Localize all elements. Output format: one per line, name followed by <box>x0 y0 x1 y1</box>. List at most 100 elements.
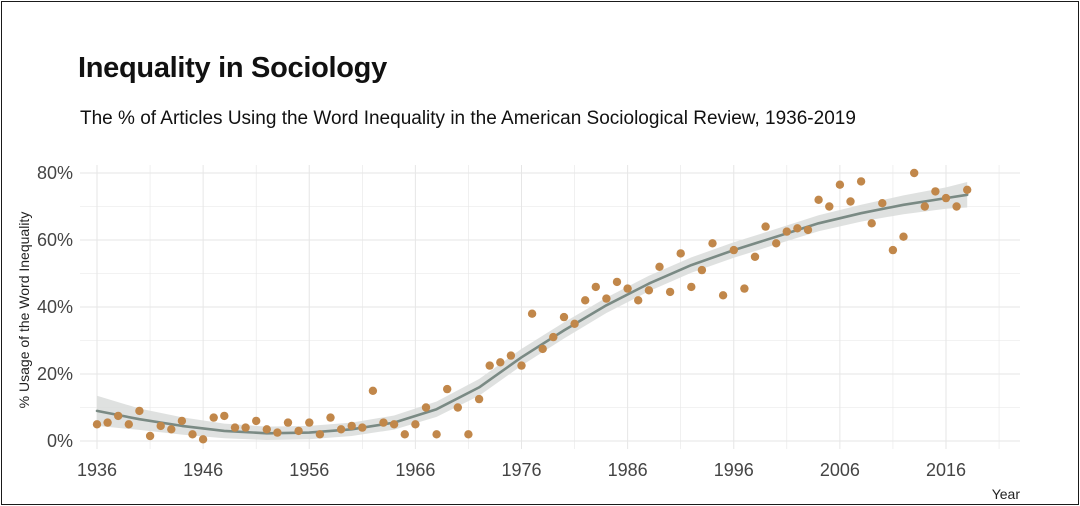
data-point <box>623 284 632 293</box>
data-point <box>135 406 144 416</box>
data-point <box>761 222 770 231</box>
data-point <box>708 239 717 248</box>
data-point <box>262 425 271 434</box>
data-point <box>538 344 547 354</box>
trend-line-path <box>95 193 969 435</box>
data-point <box>612 277 622 287</box>
data-point <box>358 423 367 432</box>
data-point <box>92 420 102 429</box>
x-tick-label: 1936 <box>77 460 117 480</box>
data-point <box>326 413 335 422</box>
data-point <box>443 384 452 394</box>
y-axis-label: % Usage of the Word Inequality <box>16 212 32 409</box>
data-point <box>803 225 813 235</box>
data-point <box>602 294 611 303</box>
x-axis-label: Year <box>992 486 1021 502</box>
data-point <box>453 403 462 412</box>
data-point <box>634 296 643 305</box>
data-point <box>177 416 187 426</box>
data-point <box>570 319 579 328</box>
x-tick-label: 2016 <box>926 460 966 480</box>
x-tick-label: 1996 <box>714 460 754 480</box>
data-point <box>124 420 133 429</box>
x-tick-label: 1966 <box>395 460 435 480</box>
data-point <box>400 430 409 439</box>
data-point <box>273 428 282 437</box>
data-point <box>220 411 229 421</box>
data-point <box>485 361 494 370</box>
data-point <box>952 202 961 211</box>
data-points <box>92 168 972 444</box>
axes: 0% 20% 40% 60% 80% 1936 1946 1956 1966 1976 1986 19… <box>37 163 966 480</box>
data-point <box>421 403 431 412</box>
data-point <box>888 245 898 255</box>
data-point <box>252 416 261 426</box>
data-point <box>103 418 112 427</box>
data-point <box>740 284 749 293</box>
data-point <box>793 224 802 233</box>
data-point <box>559 312 569 322</box>
data-point <box>411 420 420 429</box>
data-point <box>687 282 696 292</box>
data-point <box>464 430 473 439</box>
data-point <box>920 202 929 211</box>
data-point <box>644 286 654 295</box>
data-point <box>782 227 791 236</box>
x-tick-label: 2006 <box>820 460 860 480</box>
data-point <box>368 386 378 395</box>
y-tick-label: 0% <box>47 431 73 451</box>
data-point <box>941 193 951 203</box>
data-point <box>963 185 972 194</box>
data-point <box>878 199 887 208</box>
data-point <box>209 413 218 422</box>
data-point <box>581 296 590 305</box>
data-point <box>283 418 293 427</box>
data-point <box>718 291 728 300</box>
data-point <box>899 232 908 241</box>
y-tick-label: 40% <box>37 297 73 317</box>
data-point <box>856 177 866 186</box>
data-point <box>825 202 834 211</box>
data-point <box>167 425 176 434</box>
x-tick-label: 1976 <box>501 460 541 480</box>
data-point <box>230 423 240 432</box>
data-point <box>156 421 165 431</box>
data-point <box>772 239 781 248</box>
y-tick-label: 20% <box>37 364 73 384</box>
data-point <box>389 420 399 429</box>
data-point <box>814 195 823 204</box>
chart-title: Inequality in Sociology <box>78 52 387 84</box>
data-point <box>591 282 600 292</box>
data-point <box>379 418 388 427</box>
data-point <box>145 431 155 441</box>
x-tick-label: 1986 <box>608 460 648 480</box>
data-point <box>474 394 484 404</box>
chart-subtitle: The % of Articles Using the Word Inequal… <box>80 108 856 129</box>
data-point <box>931 187 940 196</box>
data-point <box>188 430 197 439</box>
data-point <box>305 418 314 427</box>
data-point <box>496 358 505 367</box>
data-point <box>241 423 250 432</box>
data-point <box>750 252 760 261</box>
data-point <box>527 309 537 318</box>
y-tick-label: 60% <box>37 230 73 250</box>
data-point <box>294 426 303 436</box>
data-point <box>910 168 919 178</box>
data-point <box>347 421 356 431</box>
confidence-band <box>97 182 968 440</box>
data-point <box>729 245 738 255</box>
data-point <box>198 435 208 444</box>
data-point <box>655 262 664 271</box>
data-point <box>835 180 845 189</box>
data-point <box>676 249 685 258</box>
data-point <box>697 265 707 275</box>
data-point <box>506 351 516 360</box>
data-point <box>432 430 441 439</box>
x-tick-label: 1956 <box>289 460 329 480</box>
data-point <box>114 411 123 421</box>
data-point <box>665 287 675 297</box>
data-point <box>336 425 346 434</box>
data-point <box>549 332 558 342</box>
